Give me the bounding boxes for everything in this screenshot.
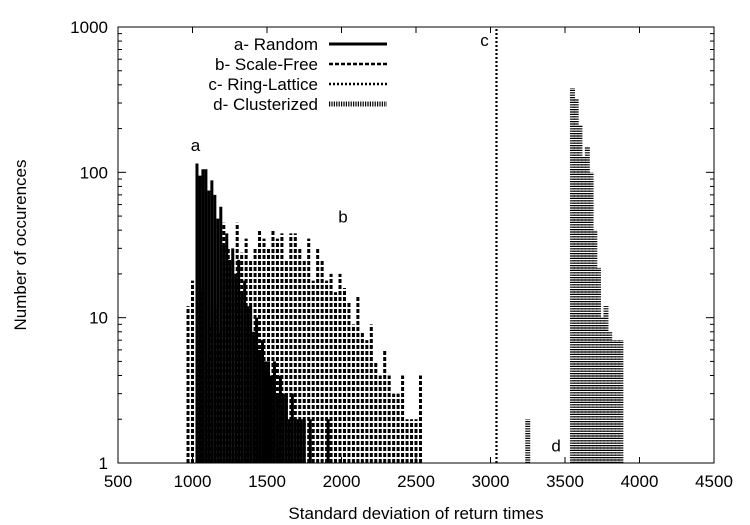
annotation-a: a (191, 136, 201, 155)
x-tick-label: 2500 (397, 472, 435, 491)
annotation-b: b (338, 208, 347, 227)
bars-layer (186, 27, 624, 463)
legend-label: b- Scale-Free (215, 55, 318, 74)
annotations: a b c d (191, 31, 561, 455)
y-tick-label: 100 (80, 163, 108, 182)
legend-label: d- Clusterized (213, 95, 318, 114)
legend-label: c- Ring-Lattice (208, 75, 318, 94)
x-tick-label: 2000 (323, 472, 361, 491)
y-tick-label: 1000 (70, 18, 108, 37)
y-axis-label: Number of occurences (11, 159, 30, 330)
annotation-c: c (480, 31, 489, 50)
y-tick-label: 1 (99, 454, 108, 473)
x-tick-label: 1500 (248, 472, 286, 491)
x-tick-label: 3500 (546, 472, 584, 491)
y-tick-label: 10 (89, 309, 108, 328)
legend-label: a- Random (234, 35, 318, 54)
x-tick-label: 4500 (695, 472, 733, 491)
ticks-layer: 500 1000 1500 2000 2500 3000 3500 4000 4500 1 10 10… (70, 18, 733, 491)
x-tick-label: 4000 (621, 472, 659, 491)
annotation-d: d (551, 436, 560, 455)
x-axis-label: Standard deviation of return times (288, 504, 543, 523)
x-tick-label: 3000 (472, 472, 510, 491)
x-tick-label: 1000 (174, 472, 212, 491)
x-tick-label: 500 (104, 472, 132, 491)
